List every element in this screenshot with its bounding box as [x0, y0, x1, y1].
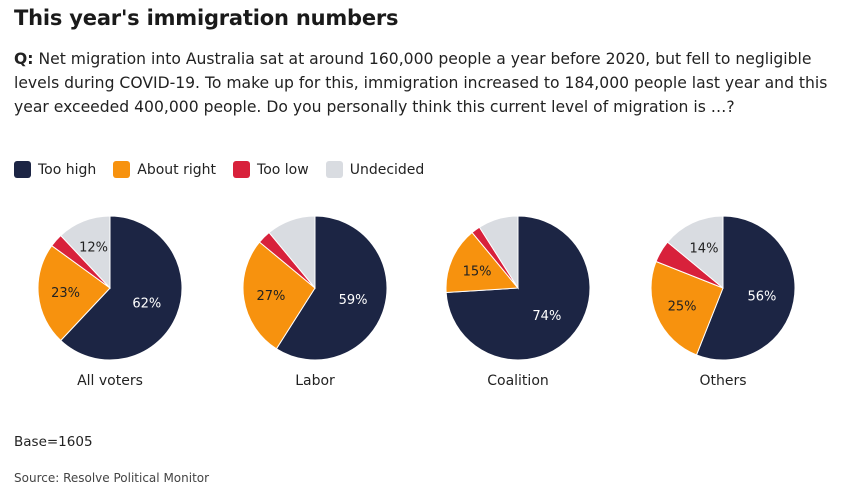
data-label-too-high: 59%	[339, 293, 368, 308]
slice-undecided	[478, 215, 519, 290]
pie-others: 56% 25% 14% Others	[650, 215, 796, 389]
chart-title: This year's immigration numbers	[14, 6, 399, 30]
slice-too-high	[60, 215, 183, 361]
survey-question: Q: Net migration into Australia sat at a…	[14, 47, 834, 119]
slice-about-right	[37, 244, 111, 342]
slice-about-right	[242, 241, 316, 350]
source-note: Source: Resolve Political Monitor	[14, 471, 210, 485]
slice-undecided	[268, 215, 316, 290]
slice-undecided	[60, 215, 111, 290]
pie-all-voters: 62% 23% 12% All voters	[37, 215, 183, 389]
legend-item-too-high: Too high	[14, 161, 96, 178]
legend-label: About right	[137, 161, 217, 178]
pie-charts: 62% 23% 12% All voters 59% 27% Labor 74% 15% Coal…	[37, 215, 796, 389]
slice-undecided	[666, 215, 724, 290]
legend: Too high About right Too low Undecided	[14, 161, 441, 178]
pie-title: Coalition	[487, 373, 549, 389]
question-text: Net migration into Australia sat at arou…	[14, 50, 828, 116]
pie-title: All voters	[77, 373, 143, 389]
data-label-undecided: 12%	[79, 240, 108, 255]
legend-item-about-right: About right	[113, 161, 216, 178]
pie-labor: 59% 27% Labor	[242, 215, 388, 389]
pie-coalition: 74% 15% Coalition	[445, 215, 591, 389]
slice-too-high	[695, 215, 796, 361]
data-label-about-right: 15%	[463, 264, 492, 279]
legend-swatch	[113, 161, 131, 178]
data-label-about-right: 27%	[256, 289, 285, 304]
legend-swatch	[233, 161, 251, 178]
slice-about-right	[445, 231, 520, 294]
legend-label: Too high	[38, 161, 97, 178]
data-label-about-right: 25%	[668, 300, 697, 315]
legend-label: Too low	[257, 161, 309, 178]
data-label-too-high: 56%	[747, 289, 776, 304]
data-label-undecided: 14%	[690, 242, 719, 257]
base-note: Base=1605	[14, 434, 93, 450]
question-label: Q:	[14, 50, 34, 68]
legend-item-undecided: Undecided	[325, 161, 425, 178]
legend-swatch	[325, 161, 343, 178]
legend-swatch	[14, 161, 31, 178]
data-label-about-right: 23%	[51, 286, 80, 301]
pie-title: Labor	[295, 373, 335, 389]
data-label-too-high: 74%	[532, 309, 561, 324]
legend-item-too-low: Too low	[233, 161, 309, 178]
slice-too-high	[275, 215, 388, 361]
data-label-too-high: 62%	[132, 297, 161, 312]
slice-about-right	[650, 260, 724, 356]
legend-label: Undecided	[349, 161, 425, 178]
pie-title: Others	[699, 373, 746, 389]
